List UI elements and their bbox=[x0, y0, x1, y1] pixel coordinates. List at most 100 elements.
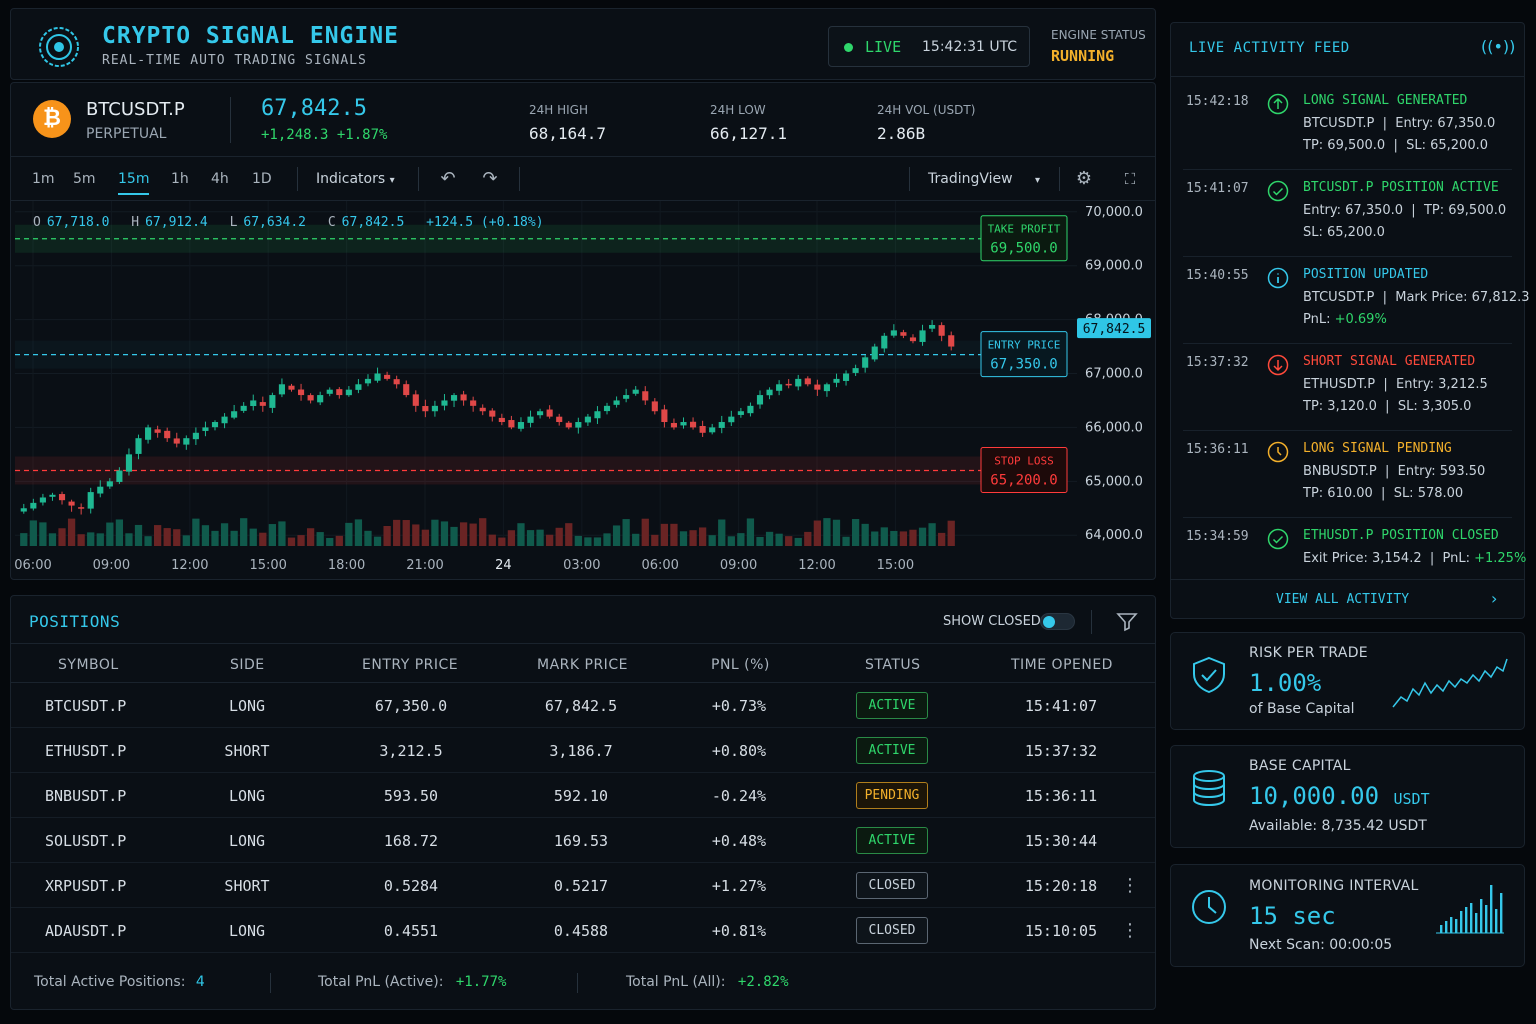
candle bbox=[517, 422, 525, 429]
candle bbox=[651, 401, 658, 412]
position-row[interactable]: BTCUSDT.P LONG 67,350.0 67,842.5 +0.73% ACTIV… bbox=[11, 683, 1155, 728]
volume-bar bbox=[201, 525, 210, 546]
volume-bar bbox=[737, 533, 745, 546]
total-active-value: 4 bbox=[195, 974, 205, 990]
candle bbox=[833, 378, 840, 383]
ticker-symbol[interactable]: BTCUSDT.P bbox=[86, 99, 185, 120]
event-time: 15:37:32 bbox=[1186, 355, 1249, 370]
volume-bar bbox=[67, 518, 76, 546]
activity-event[interactable]: 15:41:07 BTCUSDT.P POSITION ACTIVE Entry: … bbox=[1171, 170, 1524, 257]
timeframe-1d[interactable]: 1D bbox=[252, 171, 272, 187]
col-pnl[interactable]: PNL (%) bbox=[711, 657, 770, 673]
candle bbox=[297, 389, 305, 396]
volume-bar bbox=[785, 536, 793, 546]
activity-event[interactable]: 15:40:55 POSITION UPDATED BTCUSDT.P | Mark… bbox=[1171, 257, 1530, 344]
ohlc-h-label: H bbox=[131, 215, 139, 230]
ticker-bar: ₿ BTCUSDT.P PERPETUAL 67,842.5 +1,248.3 … bbox=[11, 83, 1155, 157]
timeframe-15m[interactable]: 15m bbox=[118, 171, 150, 195]
position-row[interactable]: BNBUSDT.P LONG 593.50 592.10 -0.24% PENDING 15… bbox=[11, 773, 1155, 818]
indicators-dropdown[interactable]: Indicators ▾ bbox=[316, 171, 395, 187]
event-detail-1: BTCUSDT.P | Mark Price: 67,812.3 bbox=[1303, 290, 1530, 305]
event-detail-2: SL: 65,200.0 bbox=[1303, 225, 1385, 240]
candle bbox=[737, 411, 744, 415]
candle bbox=[412, 394, 419, 406]
chevron-right-icon[interactable]: › bbox=[1491, 589, 1498, 608]
divider bbox=[297, 167, 298, 191]
position-pnl: +0.81% bbox=[711, 922, 767, 940]
x-tick-label: 12:00 bbox=[171, 558, 208, 573]
position-side: LONG bbox=[228, 922, 266, 940]
candle bbox=[374, 373, 381, 381]
col-mark-price[interactable]: MARK PRICE bbox=[537, 657, 628, 673]
position-entry-price: 0.4551 bbox=[383, 922, 439, 940]
event-time: 15:41:07 bbox=[1186, 181, 1249, 196]
candle bbox=[441, 400, 448, 406]
activity-event[interactable]: 15:36:11 LONG SIGNAL PENDING BNBUSDT.P | E… bbox=[1171, 431, 1524, 518]
position-mark-price: 0.4588 bbox=[553, 922, 609, 940]
timeframe-4h[interactable]: 4h bbox=[211, 171, 229, 187]
candle bbox=[842, 373, 850, 381]
volume-bar bbox=[326, 537, 334, 546]
y-tick-label: 66,000.0 bbox=[1085, 420, 1143, 435]
positions-table-header: SYMBOL SIDE ENTRY PRICE MARK PRICE PNL (… bbox=[11, 643, 1155, 683]
volume-bar bbox=[909, 529, 917, 546]
interval-bar bbox=[1445, 921, 1448, 933]
position-row[interactable]: ADAUSDT.P LONG 0.4551 0.4588 +0.81% CLOSED 15:… bbox=[11, 908, 1155, 953]
risk-per-trade-card: RISK PER TRADE 1.00% of Base Capital bbox=[1170, 632, 1525, 730]
undo-icon[interactable]: ↶ bbox=[440, 168, 456, 189]
toggle-knob bbox=[1043, 616, 1055, 628]
show-closed-toggle[interactable] bbox=[1040, 613, 1075, 630]
activity-event[interactable]: 15:34:59 ETHUSDT.P POSITION CLOSED Exit Pr… bbox=[1171, 518, 1526, 605]
position-row[interactable]: SOLUSDT.P LONG 168.72 169.53 +0.48% ACTIVE 15:… bbox=[11, 818, 1155, 863]
volume-bar bbox=[794, 537, 802, 546]
redo-icon[interactable]: ↷ bbox=[482, 168, 498, 189]
gear-icon[interactable]: ⚙ bbox=[1075, 168, 1093, 189]
level-box[interactable] bbox=[980, 331, 1068, 378]
col-status[interactable]: STATUS bbox=[865, 657, 921, 673]
event-detail-2-highlight: +0.69% bbox=[1334, 312, 1387, 327]
timeframe-1h[interactable]: 1h bbox=[171, 171, 189, 187]
position-side: SHORT bbox=[224, 742, 270, 760]
stat-24h-vol-value: 2.86B bbox=[877, 124, 926, 143]
candle bbox=[527, 416, 534, 423]
candle bbox=[49, 494, 56, 497]
filter-icon[interactable] bbox=[1115, 610, 1139, 634]
x-tick-label: 24 bbox=[495, 558, 512, 573]
volume-bar bbox=[727, 536, 735, 546]
total-pnl-all-label: Total PnL (All): bbox=[626, 974, 726, 990]
chart-provider-dropdown[interactable]: TradingView ▾ bbox=[928, 171, 1040, 187]
chart-panel: ₿ BTCUSDT.P PERPETUAL 67,842.5 +1,248.3 … bbox=[10, 82, 1156, 580]
activity-event[interactable]: 15:42:18 LONG SIGNAL GENERATED BTCUSDT.P |… bbox=[1171, 83, 1524, 170]
position-row[interactable]: XRPUSDT.P SHORT 0.5284 0.5217 +1.27% CLOSED 15… bbox=[11, 863, 1155, 908]
col-symbol[interactable]: SYMBOL bbox=[58, 657, 119, 673]
price-chart[interactable]: TAKE PROFIT 69,500.0 ENTRY PRICE 67,350.0 ST… bbox=[11, 201, 1155, 579]
volume-bar bbox=[918, 527, 927, 546]
view-all-activity-link[interactable]: VIEW ALL ACTIVITY bbox=[1276, 592, 1410, 607]
fullscreen-icon[interactable]: ⛶ bbox=[1124, 170, 1136, 188]
col-entry-price[interactable]: ENTRY PRICE bbox=[362, 657, 459, 673]
level-box[interactable] bbox=[980, 447, 1068, 494]
y-tick-label: 70,000.0 bbox=[1085, 205, 1143, 220]
timeframe-5m[interactable]: 5m bbox=[73, 171, 96, 187]
position-mark-price: 169.53 bbox=[553, 832, 609, 850]
x-tick-label: 06:00 bbox=[14, 558, 51, 573]
candle bbox=[603, 405, 611, 412]
candle bbox=[345, 389, 352, 396]
event-detail-1: Exit Price: 3,154.2 | PnL: +1.25% bbox=[1303, 551, 1526, 566]
level-box[interactable] bbox=[980, 215, 1068, 262]
volume-bar bbox=[373, 536, 382, 546]
activity-event[interactable]: 15:37:32 SHORT SIGNAL GENERATED ETHUSDT.P … bbox=[1171, 344, 1524, 431]
engine-status-value: RUNNING bbox=[1051, 47, 1115, 65]
col-time-opened[interactable]: TIME OPENED bbox=[1011, 657, 1113, 673]
more-vertical-icon[interactable]: ⋮ bbox=[1121, 875, 1139, 896]
position-row[interactable]: ETHUSDT.P SHORT 3,212.5 3,186.7 +0.80% ACTIVE… bbox=[11, 728, 1155, 773]
positions-panel: POSITIONS SHOW CLOSED SYMBOL SIDE ENTRY … bbox=[10, 595, 1156, 1010]
more-vertical-icon[interactable]: ⋮ bbox=[1121, 920, 1139, 941]
timeframe-1m[interactable]: 1m bbox=[32, 171, 55, 187]
volume-bar bbox=[259, 532, 267, 546]
volume-bar bbox=[507, 530, 516, 546]
divider bbox=[418, 167, 419, 191]
col-side[interactable]: SIDE bbox=[230, 657, 265, 673]
volume-bar bbox=[249, 528, 257, 546]
volume-bar bbox=[364, 530, 372, 546]
